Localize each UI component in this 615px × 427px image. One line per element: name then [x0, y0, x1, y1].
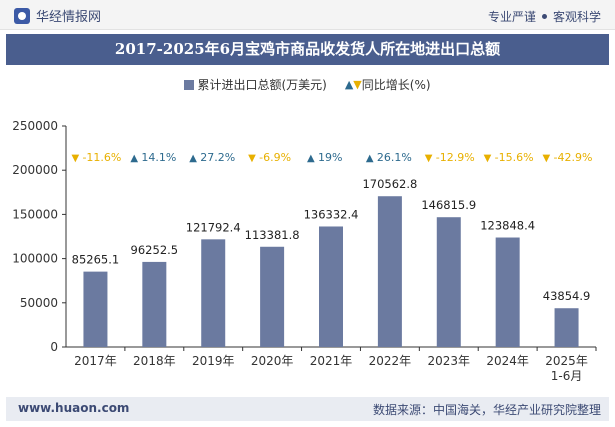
bar-value-label: 170562.8: [362, 177, 417, 191]
bar-value-label: 113381.8: [245, 228, 300, 242]
x-tick-label: 2025年: [545, 354, 588, 368]
y-tick-label: 200000: [12, 163, 58, 177]
legend-growth-label: 同比增长(%): [361, 78, 431, 92]
bar-value-label: 146815.9: [421, 198, 476, 212]
bar: [377, 196, 402, 347]
x-tick-label: 2017年: [74, 354, 117, 368]
brand[interactable]: 华经情报网: [14, 6, 101, 25]
bar-value-label: 85265.1: [72, 253, 120, 267]
bar-value-label: 96252.5: [131, 243, 179, 257]
growth-up-triangle-icon: ▲: [366, 153, 374, 164]
growth-up-triangle-icon: ▲: [130, 153, 138, 164]
growth-down-triangle-icon: ▼: [543, 153, 551, 164]
legend-bar-label: 累计进出口总额(万美元): [197, 78, 327, 92]
bar: [436, 217, 461, 347]
slogan-professional: 专业严谨: [487, 10, 536, 24]
growth-label: 19%: [318, 151, 342, 164]
y-tick-label: 0: [50, 340, 58, 354]
brand-logo-icon: [14, 7, 30, 24]
bar-value-label: 136332.4: [304, 207, 359, 221]
bar: [319, 226, 343, 347]
legend-down-triangle-icon: ▼: [353, 78, 362, 91]
slogan-tags: 专业严谨 客观科学: [488, 8, 601, 25]
x-tick-label: 2024年: [486, 354, 529, 368]
bar-value-label: 123848.4: [480, 219, 535, 233]
x-tick-label: 2019年: [192, 354, 235, 368]
bar: [201, 239, 226, 347]
growth-down-triangle-icon: ▼: [425, 153, 433, 164]
bar: [142, 261, 167, 347]
growth-label: -11.6%: [82, 151, 121, 164]
x-tick-label: 2020年: [251, 354, 294, 368]
bar-value-label: 43854.9: [543, 289, 591, 303]
bar: [554, 308, 579, 347]
y-tick-label: 50000: [20, 296, 58, 310]
growth-label: -15.6%: [495, 151, 534, 164]
slogan-objective: 客观科学: [552, 10, 601, 24]
growth-down-triangle-icon: ▼: [484, 153, 492, 164]
footer-url[interactable]: www.huaon.com: [18, 401, 130, 415]
growth-up-triangle-icon: ▲: [189, 153, 197, 164]
brand-name: 华经情报网: [36, 10, 102, 25]
growth-label: 27.2%: [200, 151, 235, 164]
bar: [260, 246, 285, 347]
bar-value-label: 121792.4: [186, 220, 241, 234]
y-tick-label: 100000: [12, 252, 58, 266]
growth-label: 26.1%: [377, 151, 412, 164]
x-tick-label: 1-6月: [551, 369, 583, 383]
growth-down-triangle-icon: ▼: [71, 153, 79, 164]
chart-legend: 累计进出口总额(万美元) ▲▼同比增长(%): [0, 76, 615, 93]
x-tick-label: 2022年: [369, 354, 412, 368]
footer-source: 数据来源：中国海关，华经产业研究院整理: [372, 403, 601, 417]
legend-bar-swatch: [184, 79, 195, 90]
chart-title: 2017-2025年6月宝鸡市商品收发货人所在地进出口总额: [6, 34, 609, 65]
growth-label: 14.1%: [141, 151, 176, 164]
x-tick-label: 2021年: [310, 354, 353, 368]
growth-label: -42.9%: [554, 151, 593, 164]
x-tick-label: 2018年: [133, 354, 176, 368]
bar: [495, 237, 520, 347]
growth-up-triangle-icon: ▲: [307, 153, 315, 164]
bar: [83, 271, 108, 347]
growth-label: -6.9%: [259, 151, 291, 164]
footer-bar: www.huaon.com 数据来源：中国海关，华经产业研究院整理: [6, 397, 609, 421]
y-tick-label: 250000: [12, 119, 58, 133]
separator-dot-icon: [541, 14, 547, 19]
legend-up-triangle-icon: ▲: [344, 78, 354, 91]
y-tick-label: 150000: [12, 207, 58, 221]
x-tick-label: 2023年: [428, 354, 471, 368]
top-bar: 华经情报网 专业严谨 客观科学: [0, 0, 615, 30]
growth-label: -12.9%: [436, 151, 475, 164]
growth-down-triangle-icon: ▼: [248, 153, 256, 164]
